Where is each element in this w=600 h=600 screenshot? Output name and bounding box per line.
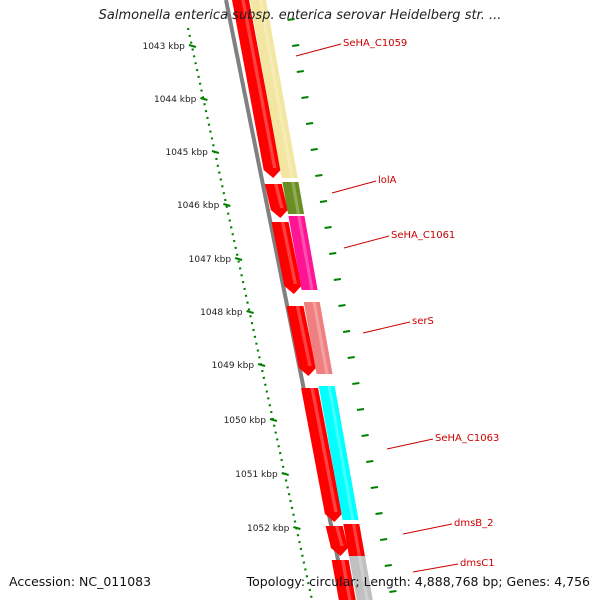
track-tick	[305, 122, 314, 125]
label-leader-line	[402, 523, 453, 535]
gene-block-shine	[291, 182, 301, 214]
scale-tick	[188, 44, 197, 48]
track-tick	[370, 486, 379, 489]
scale-label: 1048 kbp	[200, 308, 243, 318]
gene-block	[343, 524, 365, 556]
gene-label[interactable]: dmsC1	[460, 558, 495, 569]
cds-arrow-shine	[310, 388, 338, 512]
track-tick	[347, 356, 355, 359]
gene-label[interactable]: lolA	[378, 175, 397, 186]
track-tick	[342, 330, 351, 333]
gene-label[interactable]: dmsB_2	[454, 518, 494, 529]
gene-block	[282, 182, 305, 214]
scale-label: 1051 kbp	[235, 470, 278, 480]
track-tick	[315, 174, 323, 177]
track-tick	[296, 70, 304, 73]
track-tick	[329, 252, 337, 255]
track-tick	[301, 96, 309, 99]
scale-tick	[200, 97, 208, 101]
gene-block-shine	[357, 556, 369, 600]
gene-track	[250, 0, 373, 600]
cds-arrow	[301, 388, 342, 522]
gene-label[interactable]: serS	[412, 316, 434, 327]
cds-arrow-shine	[334, 526, 344, 546]
scale-label: 1046 kbp	[177, 201, 220, 211]
scale-tick	[269, 418, 278, 422]
track-tick	[324, 226, 332, 229]
accession-text: Accession: NC_011083	[9, 574, 152, 589]
gene-block-shine	[312, 302, 329, 374]
scale-label: 1043 kbp	[142, 42, 185, 52]
cds-arrow	[271, 222, 302, 294]
cds-arrow	[325, 526, 348, 556]
map-title: Salmonella enterica subsp. enterica sero…	[98, 8, 502, 23]
scale-tick	[257, 363, 266, 367]
label-leader-line	[343, 235, 390, 249]
cds-arrow	[232, 0, 281, 178]
track-tick	[384, 564, 392, 567]
track-tick	[292, 44, 300, 47]
topology-text: Topology: circular; Length: 4,888,768 bp…	[246, 574, 590, 589]
track-tick	[287, 18, 295, 21]
gene-block-shine	[258, 0, 294, 178]
label-leader-line	[386, 438, 434, 450]
track-tick	[310, 148, 318, 151]
cds-arrow	[264, 184, 288, 218]
scale-label: 1044 kbp	[154, 95, 197, 105]
gene-block-shine	[297, 216, 314, 290]
gene-block-shine	[327, 386, 355, 520]
scale-label: 1049 kbp	[212, 361, 255, 371]
scale-label: 1045 kbp	[165, 148, 208, 158]
label-leader-line	[362, 321, 411, 334]
scale-label: 1052 kbp	[247, 524, 290, 534]
track-tick	[338, 304, 346, 307]
scale-tick	[234, 257, 243, 261]
cds-arrow-shine	[295, 306, 312, 366]
scale-tick	[293, 526, 301, 530]
scale-tick	[281, 472, 289, 476]
gene-block-shine	[352, 524, 361, 556]
track-tick	[375, 512, 383, 515]
gene-block	[318, 386, 359, 520]
gene-track-ticks	[287, 18, 397, 593]
gene-block	[348, 556, 373, 600]
scale-label: 1050 kbp	[224, 416, 267, 426]
gene-label[interactable]: SeHA_C1059	[343, 38, 407, 49]
gene-block	[303, 302, 333, 374]
gene-block	[288, 216, 318, 290]
track-tick	[333, 278, 341, 281]
scale-tick	[211, 150, 220, 154]
scale-ruler: 1043 kbp 1044 kbp 1045 kbp 1046 kbp 1047 kbp…	[142, 27, 314, 600]
track-tick	[366, 460, 374, 463]
cds-arrow-shine	[341, 560, 352, 600]
cds-arrow	[331, 560, 356, 600]
label-leader-line	[412, 563, 459, 573]
scale-tick	[223, 203, 231, 207]
track-tick	[389, 590, 397, 593]
cds-arrow-shine	[280, 222, 298, 284]
cds-arrow-shine	[241, 0, 277, 168]
label-leader-line	[331, 180, 377, 194]
label-leader-line	[295, 43, 342, 57]
gene-label[interactable]: SeHA_C1063	[435, 433, 499, 444]
gene-block	[250, 0, 298, 178]
track-tick	[361, 434, 369, 437]
cds-arrow	[286, 306, 316, 376]
track-tick	[379, 538, 388, 541]
track-tick	[319, 200, 328, 203]
track-tick	[356, 408, 365, 411]
scale-tick	[246, 310, 254, 314]
cds-track	[232, 0, 356, 600]
gene-labels: SeHA_C1059 lolA SeHA_C1061 serS SeHA_C1063dm…	[295, 38, 499, 573]
cds-arrow-shine	[274, 184, 284, 208]
scale-label: 1047 kbp	[189, 255, 232, 265]
gene-label[interactable]: SeHA_C1061	[391, 230, 455, 241]
track-tick	[352, 382, 360, 385]
